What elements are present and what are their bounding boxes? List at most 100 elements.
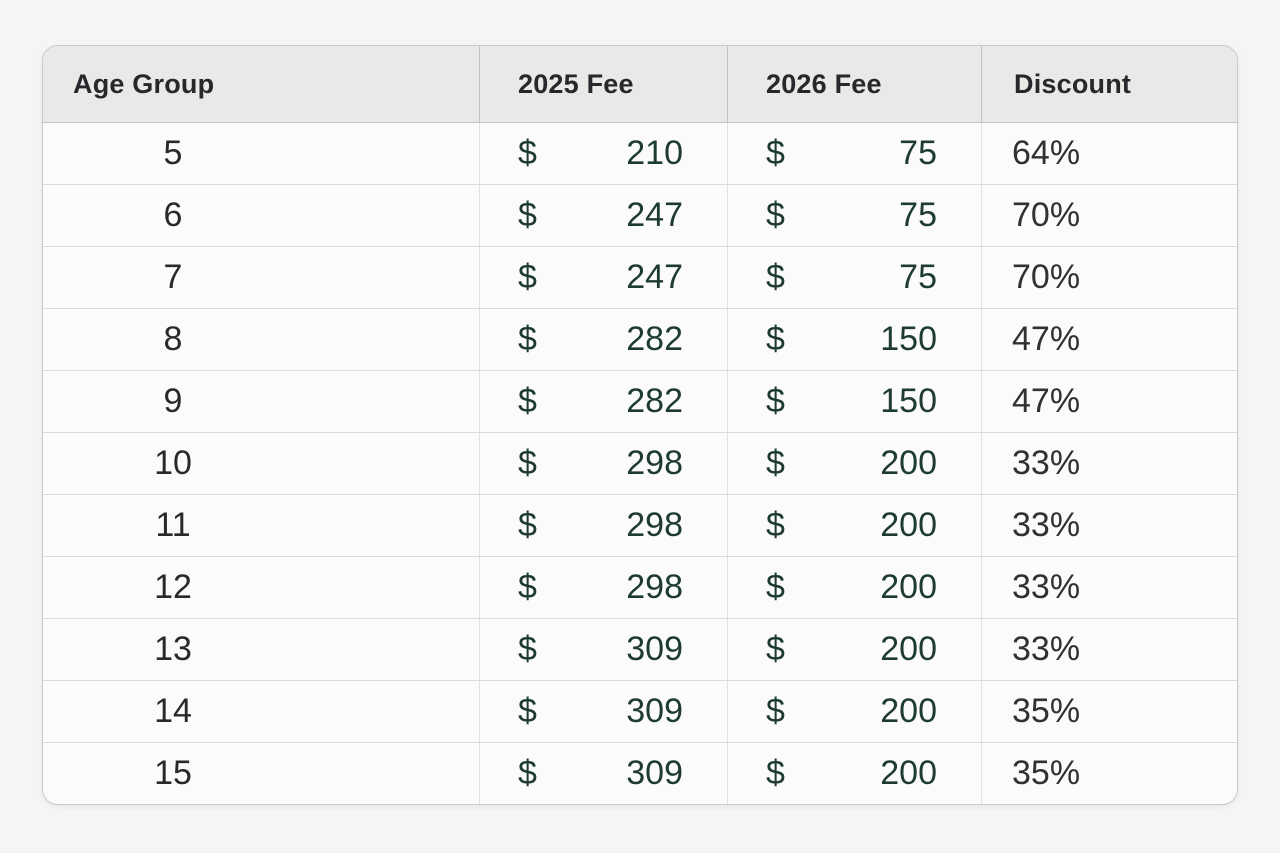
- fee-2026-cell: $ 75: [727, 185, 981, 246]
- fee-2025-amount: 298: [626, 568, 683, 606]
- fee-2025-amount: 298: [626, 444, 683, 482]
- discount-value: 47%: [1012, 382, 1081, 420]
- fee-2026-amount: 200: [880, 568, 937, 606]
- age-value: 8: [163, 320, 183, 358]
- dollar-sign-icon: $: [766, 258, 785, 296]
- dollar-sign-icon: $: [766, 692, 785, 730]
- fee-2025-amount: 309: [626, 630, 683, 668]
- age-group-cell: 6: [43, 185, 479, 246]
- dollar-sign-icon: $: [766, 630, 785, 668]
- age-value: 5: [163, 134, 183, 172]
- fee-2026-cell: $ 150: [727, 309, 981, 370]
- dollar-sign-icon: $: [766, 568, 785, 606]
- fee-2025-cell: $ 282: [479, 371, 727, 432]
- age-group-cell: 15: [43, 743, 479, 804]
- fee-2025-cell: $ 309: [479, 619, 727, 680]
- age-value: 15: [154, 754, 192, 792]
- discount-cell: 33%: [981, 619, 1237, 680]
- fee-2026-cell: $ 200: [727, 619, 981, 680]
- discount-cell: 33%: [981, 433, 1237, 494]
- fee-2025-cell: $ 309: [479, 743, 727, 804]
- dollar-sign-icon: $: [518, 382, 537, 420]
- discount-value: 35%: [1012, 754, 1081, 792]
- dollar-sign-icon: $: [518, 258, 537, 296]
- discount-cell: 47%: [981, 371, 1237, 432]
- fee-2026-amount: 150: [880, 382, 937, 420]
- table-row: 15 $ 309 $ 200 35%: [43, 742, 1237, 804]
- fee-2025-cell: $ 298: [479, 433, 727, 494]
- fee-2026-cell: $ 200: [727, 495, 981, 556]
- dollar-sign-icon: $: [518, 196, 537, 234]
- table-row: 12 $ 298 $ 200 33%: [43, 556, 1237, 618]
- age-group-cell: 9: [43, 371, 479, 432]
- age-group-cell: 12: [43, 557, 479, 618]
- fee-2026-cell: $ 200: [727, 433, 981, 494]
- fee-2026-amount: 200: [880, 692, 937, 730]
- fee-2026-cell: $ 150: [727, 371, 981, 432]
- column-header-2025-fee: 2025 Fee: [479, 46, 727, 122]
- fee-2026-cell: $ 75: [727, 123, 981, 184]
- dollar-sign-icon: $: [518, 568, 537, 606]
- discount-value: 33%: [1012, 630, 1081, 668]
- fee-table-card: Age Group 2025 Fee 2026 Fee Discount 5 $…: [42, 45, 1238, 805]
- age-group-cell: 8: [43, 309, 479, 370]
- discount-value: 33%: [1012, 444, 1081, 482]
- table-row: 11 $ 298 $ 200 33%: [43, 494, 1237, 556]
- fee-2025-amount: 298: [626, 506, 683, 544]
- discount-cell: 70%: [981, 247, 1237, 308]
- fee-2026-amount: 75: [899, 258, 937, 296]
- dollar-sign-icon: $: [518, 754, 537, 792]
- table-body: 5 $ 210 $ 75 64% 6 $ 247 $ 75 70%: [43, 123, 1237, 804]
- dollar-sign-icon: $: [766, 754, 785, 792]
- age-value: 6: [163, 196, 183, 234]
- discount-cell: 35%: [981, 681, 1237, 742]
- column-header-discount: Discount: [981, 46, 1237, 122]
- discount-value: 35%: [1012, 692, 1081, 730]
- fee-2026-amount: 75: [899, 196, 937, 234]
- fee-2026-cell: $ 200: [727, 557, 981, 618]
- dollar-sign-icon: $: [766, 134, 785, 172]
- age-value: 9: [163, 382, 183, 420]
- age-value: 14: [154, 692, 192, 730]
- table-row: 10 $ 298 $ 200 33%: [43, 432, 1237, 494]
- fee-2026-amount: 200: [880, 444, 937, 482]
- discount-value: 47%: [1012, 320, 1081, 358]
- discount-cell: 64%: [981, 123, 1237, 184]
- dollar-sign-icon: $: [766, 444, 785, 482]
- fee-2025-amount: 282: [626, 382, 683, 420]
- fee-2025-cell: $ 309: [479, 681, 727, 742]
- fee-2026-amount: 200: [880, 754, 937, 792]
- age-value: 11: [155, 506, 191, 544]
- table-row: 8 $ 282 $ 150 47%: [43, 308, 1237, 370]
- fee-2026-amount: 150: [880, 320, 937, 358]
- age-value: 12: [154, 568, 192, 606]
- discount-value: 64%: [1012, 134, 1081, 172]
- dollar-sign-icon: $: [766, 196, 785, 234]
- fee-2025-amount: 210: [626, 134, 683, 172]
- column-header-age-group: Age Group: [73, 68, 215, 99]
- fee-2025-amount: 247: [626, 196, 683, 234]
- fee-2026-amount: 200: [880, 506, 937, 544]
- discount-value: 33%: [1012, 506, 1081, 544]
- table-header-row: Age Group 2025 Fee 2026 Fee Discount: [43, 46, 1237, 123]
- table-row: 9 $ 282 $ 150 47%: [43, 370, 1237, 432]
- table-row: 6 $ 247 $ 75 70%: [43, 184, 1237, 246]
- dollar-sign-icon: $: [518, 444, 537, 482]
- dollar-sign-icon: $: [766, 320, 785, 358]
- dollar-sign-icon: $: [766, 506, 785, 544]
- table-row: 13 $ 309 $ 200 33%: [43, 618, 1237, 680]
- fee-2026-cell: $ 75: [727, 247, 981, 308]
- fee-2025-cell: $ 247: [479, 247, 727, 308]
- fee-2025-cell: $ 210: [479, 123, 727, 184]
- fee-2026-cell: $ 200: [727, 743, 981, 804]
- table-row: 7 $ 247 $ 75 70%: [43, 246, 1237, 308]
- table-row: 5 $ 210 $ 75 64%: [43, 123, 1237, 184]
- table-row: 14 $ 309 $ 200 35%: [43, 680, 1237, 742]
- fee-2025-amount: 247: [626, 258, 683, 296]
- age-value: 7: [163, 258, 183, 296]
- fee-2025-cell: $ 247: [479, 185, 727, 246]
- age-group-cell: 5: [43, 123, 479, 184]
- fee-2026-amount: 200: [880, 630, 937, 668]
- age-group-cell: 13: [43, 619, 479, 680]
- dollar-sign-icon: $: [518, 630, 537, 668]
